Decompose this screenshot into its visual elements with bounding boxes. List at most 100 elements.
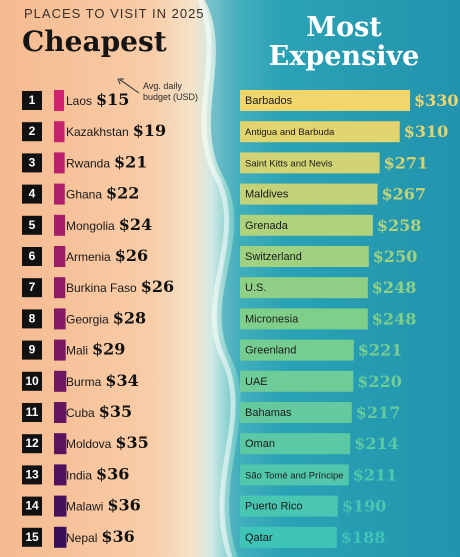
- rank-badge: [22, 465, 42, 485]
- value-label: $36: [96, 464, 129, 483]
- rank-number: 2: [29, 124, 36, 138]
- rank-number: 3: [29, 155, 36, 169]
- bar: [54, 246, 66, 267]
- rank-badge: [22, 184, 42, 204]
- foam-line: [197, 0, 236, 557]
- category-label: Malawi: [66, 500, 103, 514]
- bar: [54, 464, 67, 486]
- bar-row-text: Burma $34: [66, 371, 139, 390]
- bar: [54, 339, 66, 361]
- value-label: $26: [115, 246, 148, 265]
- cheapest-chart: 1 Laos $15 2 Kazakhstan $19 3 Rwanda $21 4 Ghana $2…: [22, 90, 174, 548]
- category-label: Armenia: [66, 250, 111, 264]
- note-line2: budget (USD): [143, 92, 198, 102]
- bar: [54, 495, 67, 517]
- left-title: Cheapest: [22, 25, 167, 58]
- category-label: Puerto Rico: [245, 501, 302, 513]
- bar: [240, 277, 368, 299]
- bar-row-text: Moldova $35: [66, 433, 149, 452]
- bar: [240, 433, 351, 455]
- bar-row-text: Armenia $26: [66, 246, 148, 265]
- rank-number: 7: [29, 280, 36, 294]
- bar-row-text: Cuba $35: [66, 402, 132, 421]
- bar-row-text: Nepal $36: [66, 527, 135, 546]
- bar: [240, 90, 410, 111]
- bar: [54, 152, 65, 174]
- rank-number: 4: [29, 187, 36, 201]
- bar: [240, 183, 378, 205]
- value-label: $267: [382, 185, 427, 204]
- bar-row-text: Ghana $22: [66, 184, 139, 203]
- bar: [240, 246, 369, 267]
- category-label: Oman: [245, 438, 275, 450]
- bar-row-text: Rwanda $21: [66, 152, 147, 171]
- rank-badge: [22, 371, 42, 391]
- rank-number: 8: [29, 311, 36, 325]
- value-label: $29: [92, 340, 125, 359]
- category-label: Mongolia: [66, 219, 115, 233]
- bar: [54, 308, 66, 330]
- bar: [240, 370, 354, 392]
- right-title-line2: Expensive: [269, 41, 420, 72]
- category-label: Burma: [66, 375, 102, 389]
- value-label: $271: [384, 153, 429, 172]
- note-arrow: [119, 79, 140, 94]
- bar-row-text: Mali $29: [66, 340, 125, 359]
- value-label: $24: [119, 215, 152, 234]
- rank-badge: [22, 91, 42, 110]
- bar: [54, 402, 67, 423]
- rank-number: 5: [29, 218, 36, 232]
- category-label: Antigua and Barbuda: [245, 127, 335, 138]
- value-label: $248: [372, 278, 417, 297]
- value-label: $214: [354, 434, 399, 453]
- value-label: $190: [342, 497, 387, 516]
- note-arrow-head: [117, 78, 124, 85]
- rank-number: 9: [29, 343, 36, 357]
- value-label: $330: [414, 91, 459, 110]
- category-label: Saint Kitts and Nevis: [245, 158, 333, 169]
- rank-badge: [22, 309, 42, 329]
- rank-badge: [22, 215, 42, 235]
- category-label: Moldova: [66, 437, 112, 451]
- rank-badge: [22, 434, 42, 454]
- rank-number: 1: [29, 93, 36, 107]
- category-label: Bahamas: [245, 407, 292, 419]
- bar: [54, 214, 66, 236]
- bar: [240, 308, 368, 330]
- rank-badge: [22, 496, 42, 516]
- bar: [240, 464, 349, 486]
- bar: [240, 495, 338, 517]
- bar-row-text: Mongolia $24: [66, 215, 152, 234]
- category-label: Cuba: [66, 406, 95, 420]
- category-label: Mali: [66, 344, 88, 358]
- rank-badge: [22, 122, 42, 142]
- category-label: Maldives: [245, 189, 289, 201]
- value-label: $36: [101, 527, 134, 546]
- expensive-chart: Barbados $330 Antigua and Barbuda $310 Saint…: [240, 90, 459, 548]
- category-label: U.S.: [245, 282, 266, 294]
- value-label: $22: [106, 184, 139, 203]
- rank-badge: [22, 403, 42, 422]
- bar: [240, 152, 380, 174]
- rank-badge: [22, 527, 42, 547]
- bar: [240, 526, 337, 548]
- category-label: Greenland: [245, 345, 296, 357]
- value-label: $250: [373, 247, 418, 266]
- category-label: Micronesia: [245, 313, 299, 325]
- right-title-line1: Most: [306, 12, 382, 43]
- bar: [240, 402, 352, 423]
- note-line1: Avg. daily: [143, 81, 182, 91]
- bar: [54, 183, 65, 205]
- value-label: $217: [356, 403, 401, 422]
- bar-row-text: Malawi $36: [66, 496, 141, 515]
- rank-number: 11: [26, 405, 39, 419]
- rank-badge: [22, 278, 42, 298]
- value-label: $248: [372, 309, 417, 328]
- category-label: Georgia: [66, 312, 109, 326]
- rank-number: 14: [25, 499, 39, 513]
- bar: [54, 277, 66, 299]
- value-label: $21: [114, 152, 147, 171]
- value-label: $211: [353, 465, 398, 484]
